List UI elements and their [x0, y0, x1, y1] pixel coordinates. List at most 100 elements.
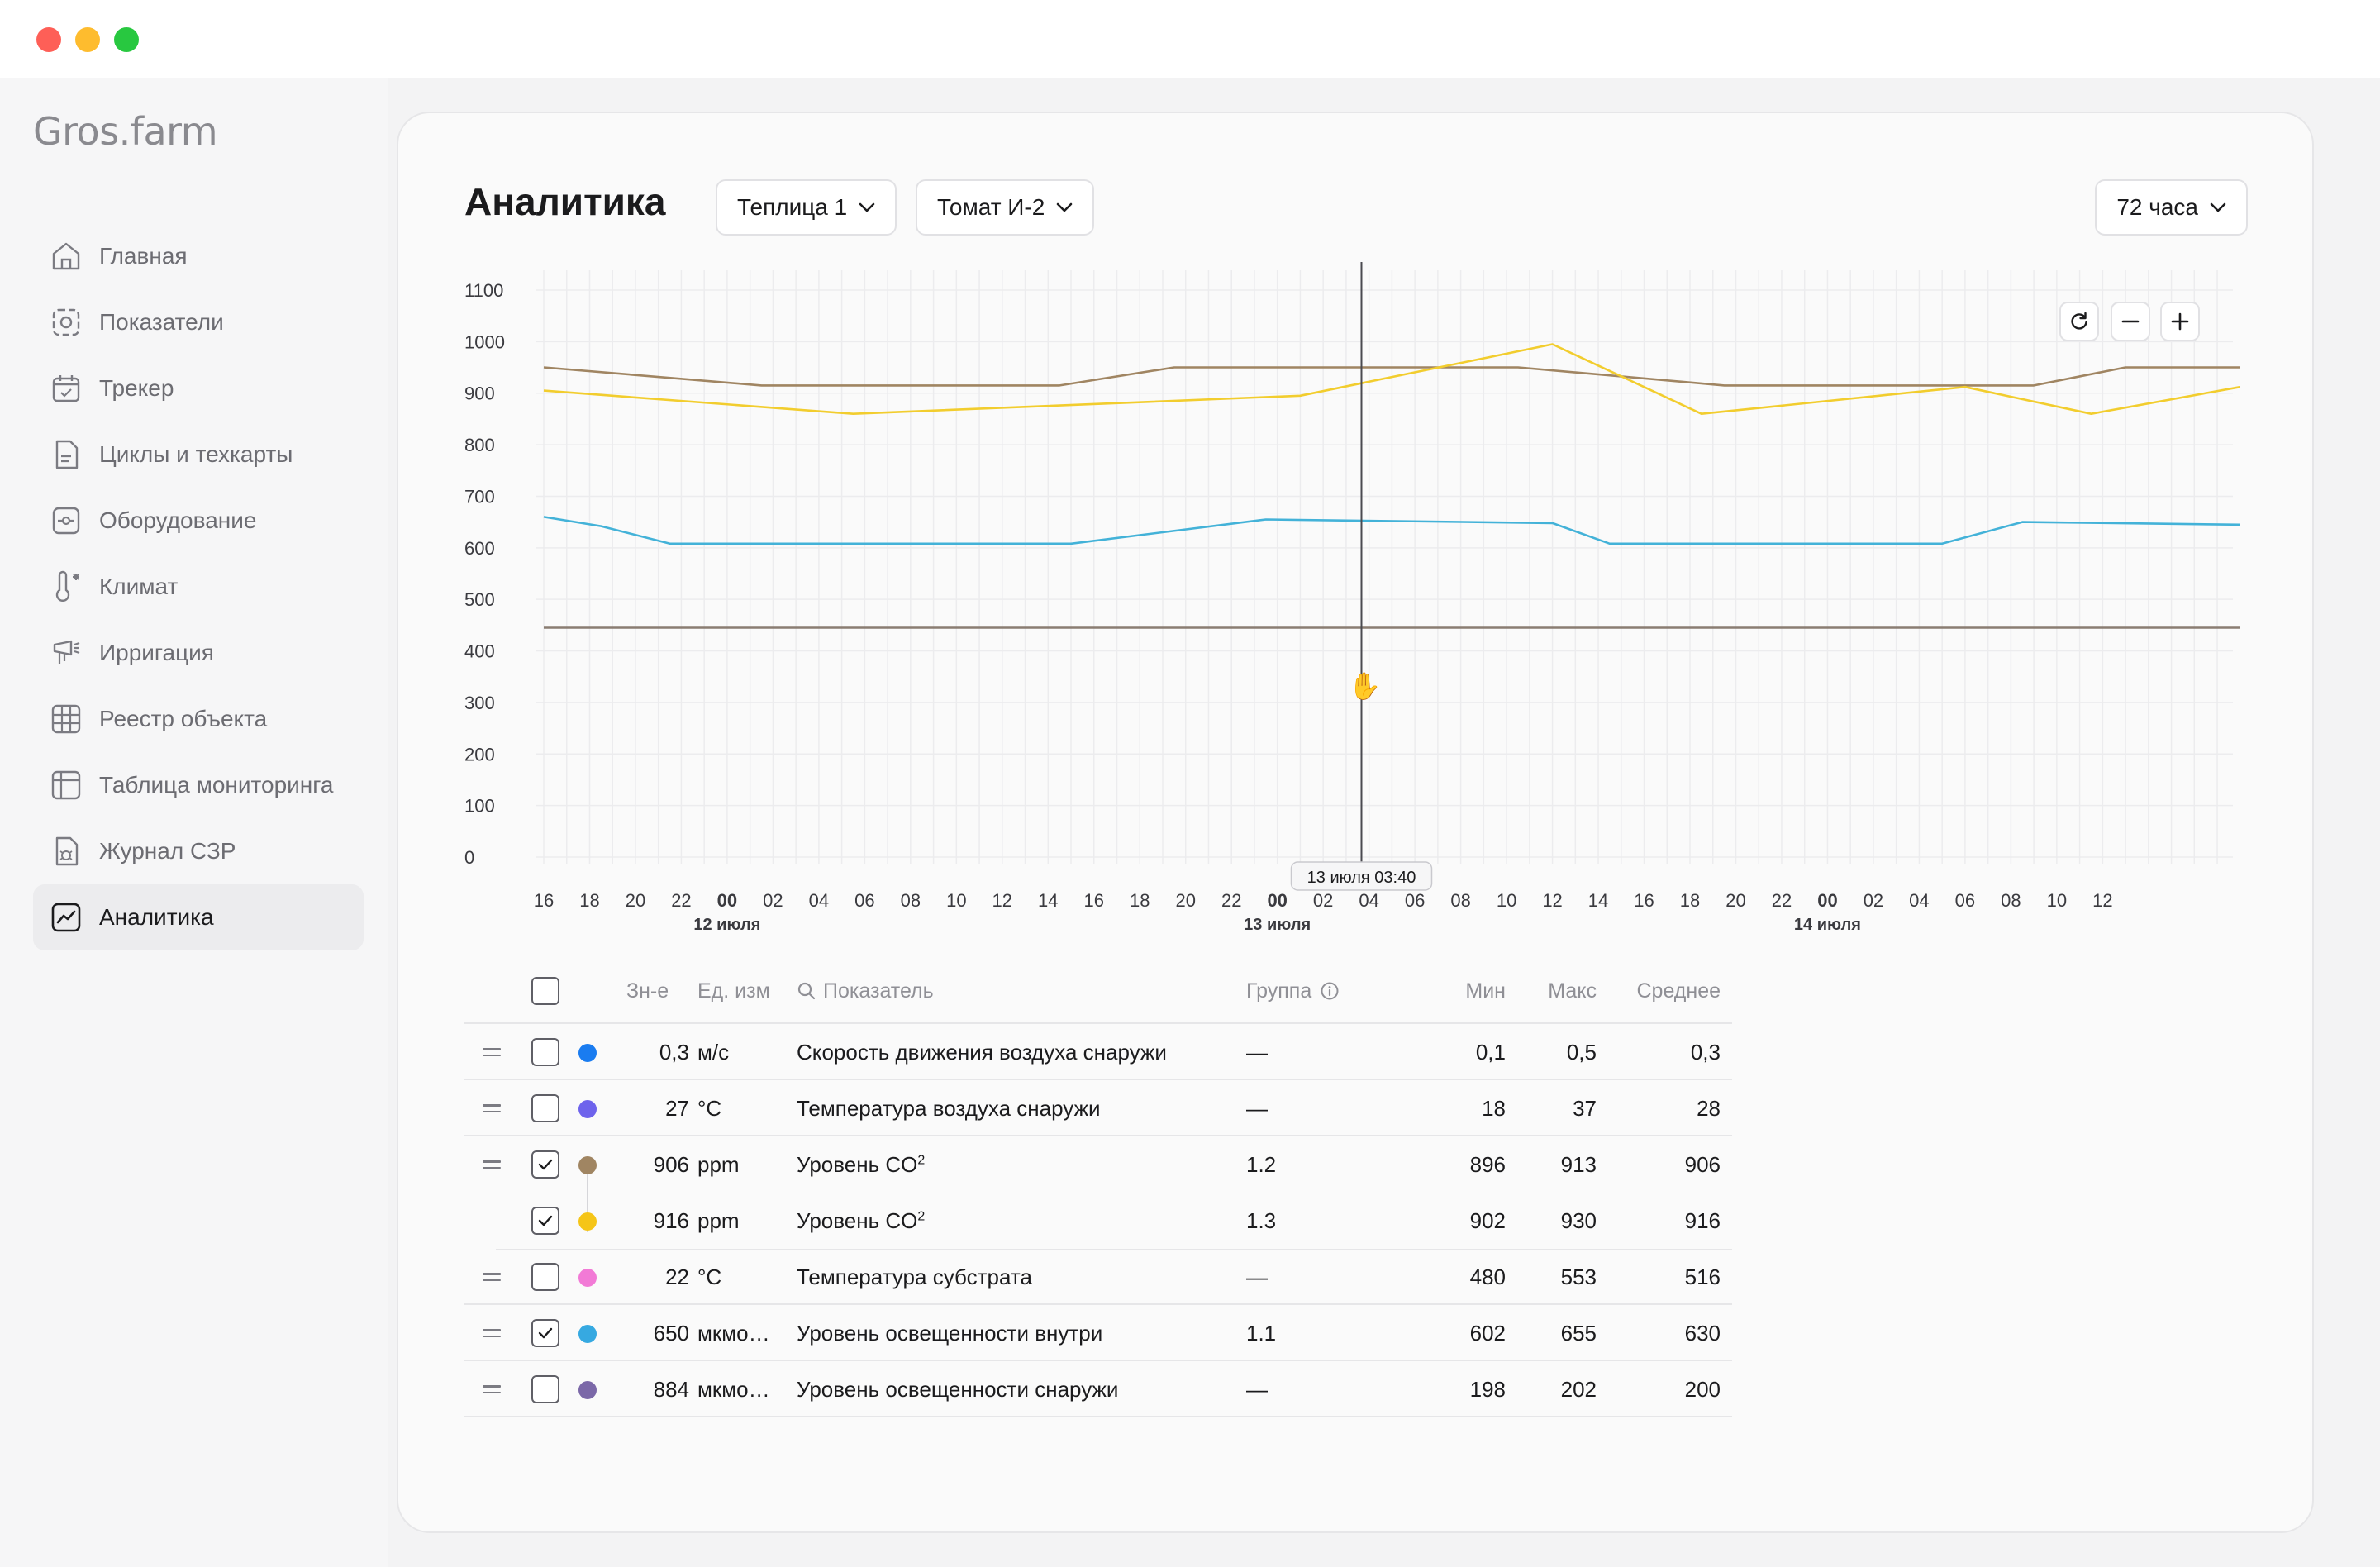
sidebar-item-analytics[interactable]: Аналитика [33, 884, 364, 950]
sidebar-item-document[interactable]: Циклы и техкарты [33, 422, 364, 488]
series-line-0 [543, 366, 2240, 387]
chevron-down-icon [2210, 202, 2226, 212]
row-metric[interactable]: Температура воздуха снаружи [797, 1080, 1101, 1136]
drag-handle-icon[interactable] [483, 1104, 501, 1117]
row-group: 1.2 [1246, 1152, 1277, 1177]
table-row[interactable]: 22 °C Температура субстрата — 480 553 516 [464, 1249, 1732, 1305]
header-unit[interactable]: Ед. изм [697, 979, 770, 1003]
app-logo[interactable]: Gros.farm [33, 109, 218, 154]
header-value[interactable]: Зн-е [626, 979, 669, 1003]
row-checkbox[interactable] [531, 1263, 559, 1291]
table-row[interactable]: 27 °C Температура воздуха снаружи — 18 37 28 [464, 1080, 1732, 1136]
row-checkbox[interactable] [531, 1375, 559, 1403]
row-metric[interactable]: Температура субстрата [797, 1249, 1032, 1305]
row-avg: 916 [1684, 1208, 1721, 1233]
equipment-icon [50, 504, 83, 537]
window-minimize-button[interactable] [75, 27, 100, 52]
row-avg: 516 [1684, 1265, 1721, 1289]
y-tick-label: 100 [464, 796, 495, 817]
calendar-icon [50, 372, 83, 405]
row-group: — [1246, 1377, 1268, 1402]
period-select[interactable]: 72 часа [2095, 179, 2248, 236]
sidebar-item-grid[interactable]: Реестр объекта [33, 686, 364, 752]
zoom-out-button[interactable] [2111, 302, 2150, 341]
row-metric[interactable]: Уровень освещенности внутри [797, 1305, 1102, 1361]
x-tick-label: 02 [1313, 890, 1333, 911]
x-tick-label: 22 [671, 890, 691, 911]
sidebar-item-journal[interactable]: Журнал СЗР [33, 818, 364, 884]
group-connector [587, 1174, 588, 1232]
row-checkbox[interactable] [531, 1038, 559, 1066]
row-max: 930 [1560, 1208, 1597, 1233]
drag-handle-icon[interactable] [483, 1329, 501, 1341]
crop-select-value: Томат И-2 [937, 194, 1045, 220]
row-metric[interactable]: Скорость движения воздуха снаружи [797, 1024, 1167, 1080]
row-metric[interactable]: Уровень CO2 [797, 1136, 925, 1193]
greenhouse-select[interactable]: Теплица 1 [716, 179, 897, 236]
header-group[interactable]: Группа [1246, 958, 1340, 1024]
drag-handle-icon[interactable] [483, 1273, 501, 1285]
header-min[interactable]: Мин [1465, 979, 1506, 1003]
row-group: — [1246, 1040, 1268, 1065]
sidebar-item-label: Аналитика [99, 904, 214, 930]
sidebar-item-home[interactable]: Главная [33, 223, 364, 289]
x-tick-label: 10 [946, 890, 966, 911]
info-icon[interactable] [1320, 981, 1340, 1001]
series-color-dot [578, 1269, 597, 1287]
header-max[interactable]: Макс [1548, 979, 1597, 1003]
series-color-dot [578, 1156, 597, 1174]
row-value: 27 [665, 1096, 689, 1121]
series-color-dot [578, 1100, 597, 1118]
row-checkbox[interactable] [531, 1319, 559, 1347]
row-checkbox[interactable] [531, 1207, 559, 1235]
header-avg[interactable]: Среднее [1636, 979, 1721, 1003]
sidebar-item-sensor[interactable]: Показатели [33, 289, 364, 355]
row-unit: мкмо… [697, 1321, 770, 1346]
x-tick-label: 20 [1175, 890, 1195, 911]
x-tick-label: 10 [2047, 890, 2067, 911]
drag-handle-icon[interactable] [483, 1160, 501, 1173]
row-metric-label: Уровень освещенности снаружи [797, 1377, 1119, 1402]
row-metric[interactable]: Уровень CO2 [797, 1193, 925, 1249]
sidebar-item-thermometer[interactable]: Климат [33, 554, 364, 620]
window-maximize-button[interactable] [114, 27, 139, 52]
drag-handle-icon[interactable] [483, 1048, 501, 1060]
zoom-in-button[interactable] [2160, 302, 2200, 341]
x-tick-label: 18 [579, 890, 599, 911]
row-avg: 200 [1684, 1377, 1721, 1402]
row-checkbox[interactable] [531, 1094, 559, 1122]
reset-zoom-button[interactable] [2059, 302, 2099, 341]
header-metric[interactable]: Показатель [797, 958, 934, 1024]
row-min: 480 [1469, 1265, 1506, 1289]
row-checkbox[interactable] [531, 1150, 559, 1179]
sidebar-item-equipment[interactable]: Оборудование [33, 488, 364, 554]
table-row[interactable]: 916 ppm Уровень CO2 1.3 902 930 916 [464, 1193, 1732, 1250]
sidebar-item-label: Климат [99, 574, 178, 599]
x-tick-label: 08 [901, 890, 921, 911]
y-tick-label: 400 [464, 641, 495, 662]
analytics-chart[interactable]: 1100 1000 900 800 700 600 500 400 300 200 100 0 16 18… [464, 262, 2249, 1055]
row-group: — [1246, 1096, 1268, 1121]
drag-handle-icon[interactable] [483, 1385, 501, 1398]
window-close-button[interactable] [36, 27, 61, 52]
series-color-dot [578, 1212, 597, 1231]
table-row[interactable]: 884 мкмо… Уровень освещенности снаружи — 198… [464, 1361, 1732, 1417]
sidebar-item-table[interactable]: Таблица мониторинга [33, 752, 364, 818]
table-row[interactable]: 0,3 м/с Скорость движения воздуха снаружи —… [464, 1024, 1732, 1080]
y-tick-label: 700 [464, 486, 495, 507]
select-all-checkbox[interactable] [531, 977, 559, 1005]
row-metric[interactable]: Уровень освещенности снаружи [797, 1361, 1118, 1417]
crop-select[interactable]: Томат И-2 [916, 179, 1095, 236]
table-row[interactable]: 650 мкмо… Уровень освещенности внутри 1.1 60… [464, 1305, 1732, 1361]
x-tick-label: 10 [1497, 890, 1516, 911]
row-group: 1.1 [1246, 1321, 1277, 1346]
table-row[interactable]: 906 ppm Уровень CO2 1.2 896 913 906 [464, 1136, 1732, 1232]
row-metric-label: Скорость движения воздуха снаружи [797, 1040, 1167, 1065]
table-icon [50, 769, 83, 802]
sidebar-item-irrigation[interactable]: Ирригация [33, 620, 364, 686]
document-icon [50, 438, 83, 471]
series-color-dot [578, 1381, 597, 1399]
row-metric-label: Уровень CO [797, 1208, 918, 1233]
sidebar-item-calendar[interactable]: Трекер [33, 355, 364, 422]
